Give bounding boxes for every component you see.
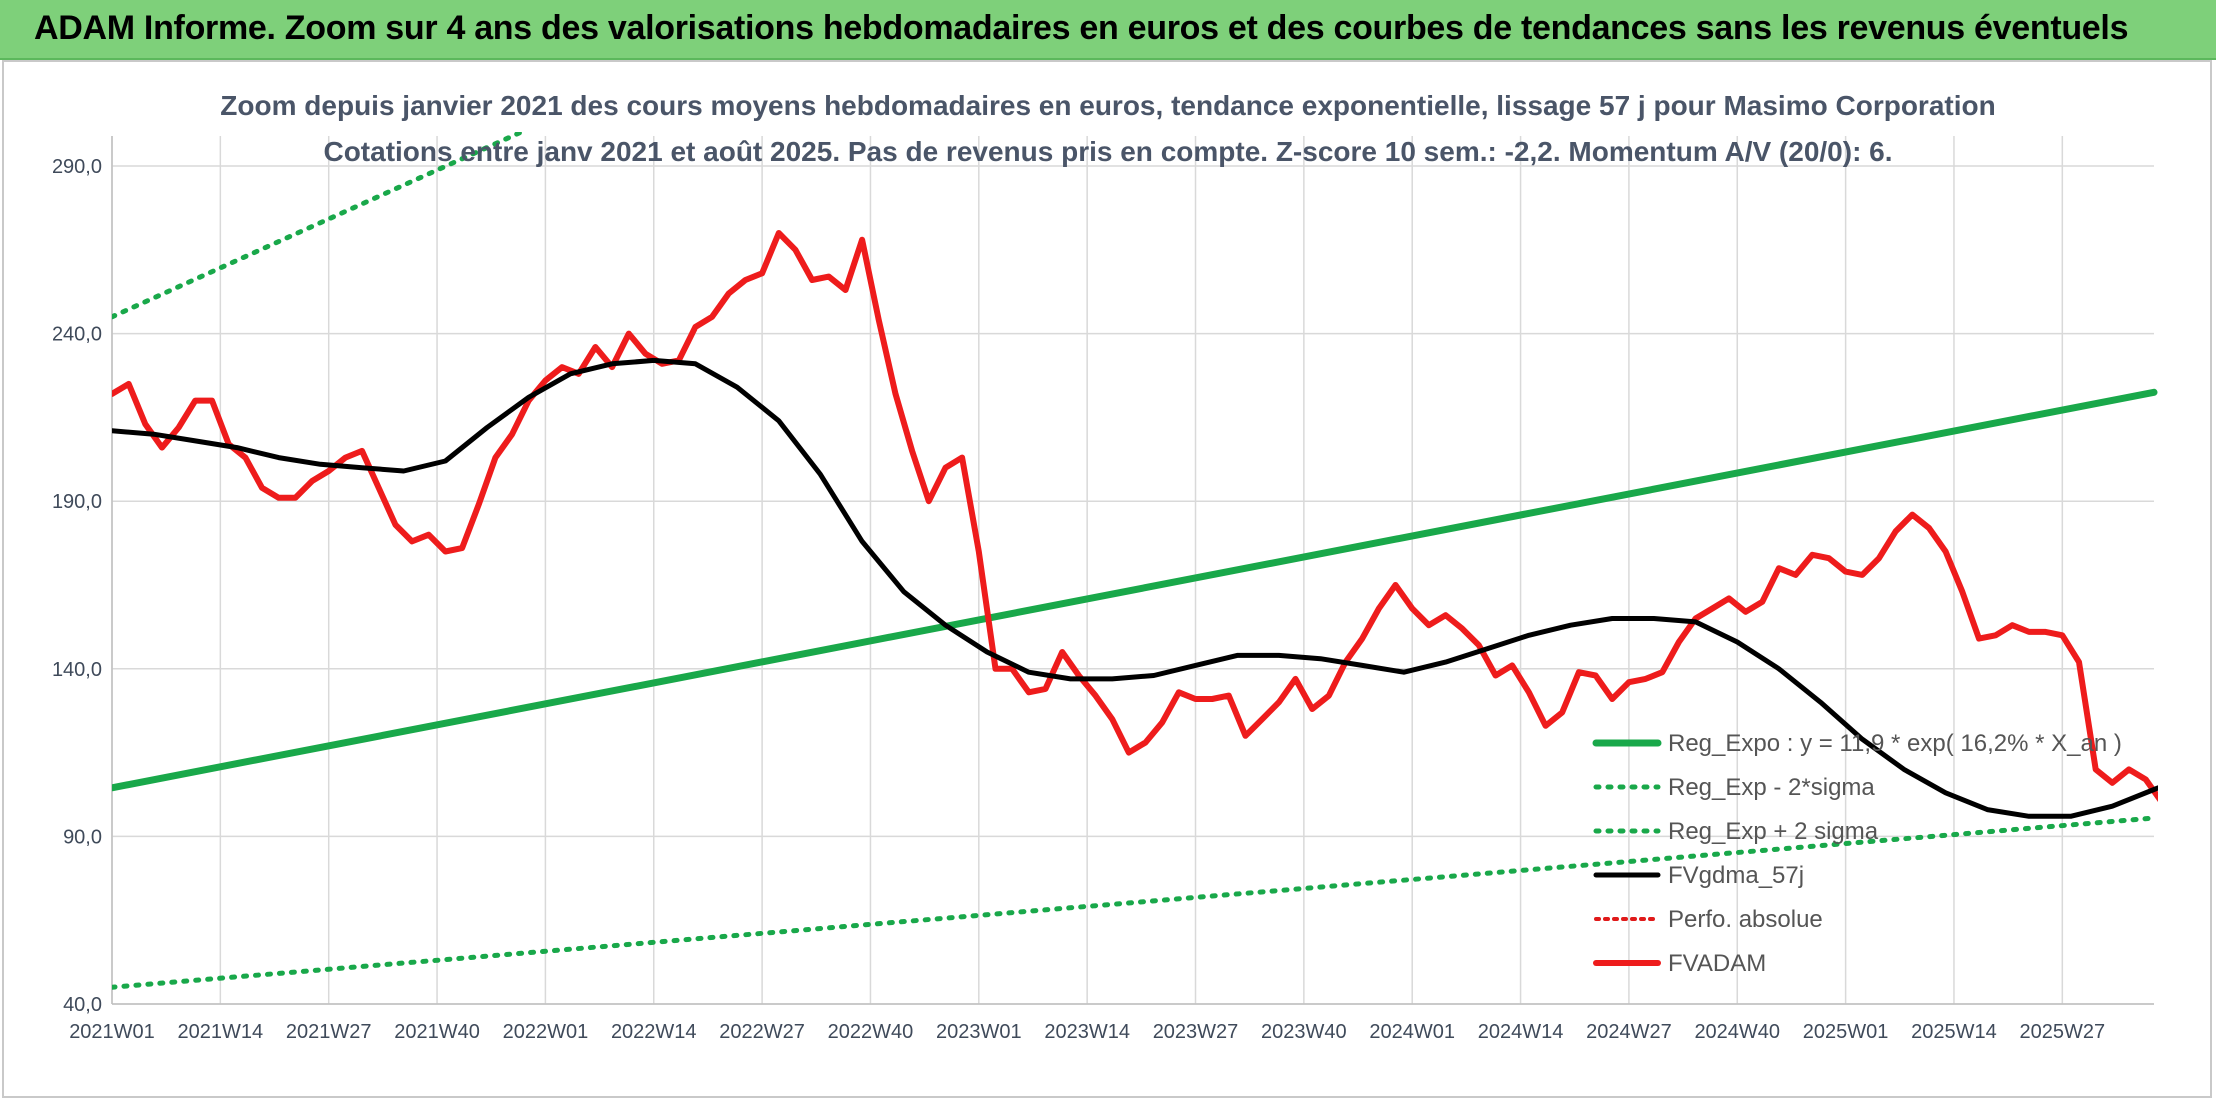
x-tick-label: 2023W01 bbox=[936, 1021, 1022, 1043]
x-tick-label: 2022W40 bbox=[828, 1021, 914, 1043]
chart-title: Zoom depuis janvier 2021 des cours moyen… bbox=[220, 90, 1996, 121]
x-tick-label: 2021W40 bbox=[394, 1021, 480, 1043]
y-axis: 40,0 90,0 140,0 190,0 240,0 290,0 bbox=[52, 156, 102, 1016]
x-tick-label: 2024W01 bbox=[1369, 1021, 1455, 1043]
legend-label: FVADAM bbox=[1668, 950, 1766, 977]
y-tick-label: 290,0 bbox=[52, 156, 102, 178]
x-tick-label: 2023W27 bbox=[1153, 1021, 1239, 1043]
fvgdma-57j-line bbox=[112, 357, 2158, 819]
x-tick-label: 2025W27 bbox=[2020, 1021, 2106, 1043]
series-lines bbox=[112, 132, 2158, 990]
x-tick-label: 2022W01 bbox=[503, 1021, 589, 1043]
x-tick-label: 2023W40 bbox=[1261, 1021, 1347, 1043]
legend: Reg_Expo : y = 11,9 * exp( 16,2% * X_an … bbox=[1590, 721, 2130, 989]
x-tick-label: 2024W14 bbox=[1478, 1021, 1564, 1043]
report-title: ADAM Informe. Zoom sur 4 ans des valoris… bbox=[34, 9, 2129, 47]
chart-frame bbox=[2, 60, 2212, 1098]
legend-label: FVgdma_57j bbox=[1668, 862, 1804, 889]
chart-subtitle: Cotations entre janv 2021 et août 2025. … bbox=[323, 136, 1893, 167]
x-tick-label: 2021W14 bbox=[178, 1021, 264, 1043]
y-tick-label: 140,0 bbox=[52, 659, 102, 681]
legend-box bbox=[1590, 721, 2130, 989]
legend-label: Reg_Exp + 2 sigma bbox=[1668, 818, 1879, 845]
legend-label: Reg_Expo : y = 11,9 * exp( 16,2% * X_an … bbox=[1668, 730, 2122, 757]
x-tick-label: 2023W14 bbox=[1044, 1021, 1130, 1043]
regression-upper-band bbox=[112, 132, 528, 320]
regression-lower-band bbox=[112, 815, 2157, 990]
x-tick-label: 2024W27 bbox=[1586, 1021, 1672, 1043]
y-tick-label: 240,0 bbox=[52, 324, 102, 346]
x-tick-label: 2021W27 bbox=[286, 1021, 372, 1043]
x-tick-label: 2025W01 bbox=[1803, 1021, 1889, 1043]
x-tick-label: 2021W01 bbox=[69, 1021, 155, 1043]
x-tick-label: 2025W14 bbox=[1911, 1021, 1997, 1043]
legend-label: Perfo. absolue bbox=[1668, 906, 1823, 933]
x-tick-label: 2022W14 bbox=[611, 1021, 697, 1043]
y-tick-label: 40,0 bbox=[63, 994, 102, 1016]
x-tick-label: 2024W40 bbox=[1694, 1021, 1780, 1043]
y-tick-label: 190,0 bbox=[52, 491, 102, 513]
regression-expo-line bbox=[112, 388, 2158, 792]
fvadam-line bbox=[112, 230, 2158, 803]
y-tick-label: 90,0 bbox=[63, 826, 102, 848]
grid-lines bbox=[111, 136, 2154, 1005]
x-axis: 2021W01 2021W14 2021W27 2021W40 2022W01 2022W… bbox=[69, 1021, 2105, 1043]
legend-label: Reg_Exp - 2*sigma bbox=[1668, 774, 1875, 801]
report-banner: ADAM Informe. Zoom sur 4 ans des valoris… bbox=[0, 0, 2216, 60]
x-tick-label: 2022W27 bbox=[719, 1021, 805, 1043]
